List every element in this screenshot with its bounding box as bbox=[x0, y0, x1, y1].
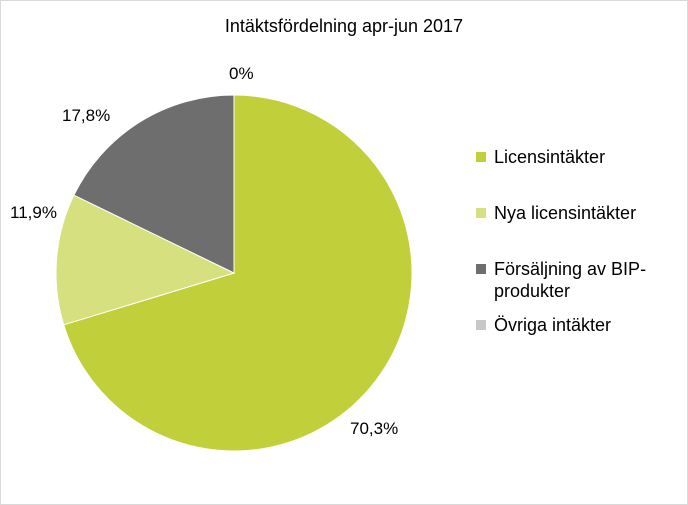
data-label-ovriga-intakter: 0% bbox=[229, 64, 254, 83]
legend-swatch bbox=[476, 320, 486, 330]
legend-label: Nya licensintäkter bbox=[494, 203, 637, 223]
slice-nya-licensintakter bbox=[55, 194, 236, 326]
data-label-forsaljning-bip: 17,8% bbox=[62, 106, 111, 125]
slice-forsaljning-bip bbox=[73, 94, 235, 274]
data-label-nya-licensintakter: 11,9% bbox=[10, 203, 57, 222]
data-label-licensintakter: 70,3% bbox=[350, 419, 399, 438]
chart-title: Intäktsfördelning apr-jun 2017 bbox=[224, 16, 464, 36]
legend-label: Licensintäkter bbox=[494, 147, 606, 167]
legend-swatch bbox=[476, 264, 486, 274]
legend-label: Övriga intäkter bbox=[494, 315, 612, 335]
legend-swatch bbox=[476, 208, 486, 218]
legend-swatch bbox=[476, 152, 486, 162]
legend-label: Försäljning av BIP-produkter bbox=[494, 259, 647, 301]
slice-licensintakter bbox=[63, 94, 413, 452]
